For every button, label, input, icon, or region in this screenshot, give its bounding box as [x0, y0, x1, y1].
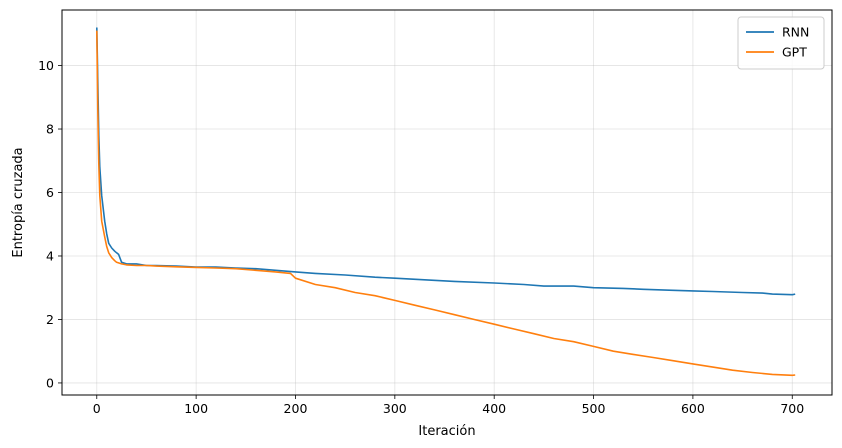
x-tick-label: 100 — [184, 401, 208, 416]
x-tick-label: 700 — [780, 401, 804, 416]
y-tick-label: 6 — [46, 185, 54, 200]
series-line-gpt — [96, 30, 796, 377]
legend-label-rnn: RNN — [782, 25, 809, 40]
x-tick-label: 200 — [284, 401, 308, 416]
x-tick-label: 500 — [582, 401, 606, 416]
axis-ticks: 0 100 200 300 400 500 600 700 0 2 4 6 8 10 — [38, 58, 804, 416]
series-line-rnn — [96, 27, 796, 296]
y-tick-label: 2 — [46, 312, 54, 327]
x-tick-label: 400 — [482, 401, 506, 416]
legend-label-gpt: GPT — [782, 45, 807, 60]
y-tick-label: 0 — [46, 375, 54, 390]
legend-items: RNN GPT — [746, 25, 809, 60]
grid — [62, 10, 832, 395]
legend-box — [737, 16, 825, 70]
plot-frame — [61, 9, 833, 396]
x-tick-label: 300 — [383, 401, 407, 416]
x-tick-label: 600 — [681, 401, 705, 416]
x-axis-label: Iteración — [418, 424, 475, 439]
y-tick-label: 4 — [46, 248, 54, 263]
legend: RNN GPT — [737, 16, 825, 70]
x-tick-label: 0 — [93, 401, 101, 416]
y-axis-label: Entropía cruzada — [11, 147, 26, 257]
series-lines — [96, 27, 796, 377]
y-tick-label: 8 — [46, 122, 54, 137]
y-tick-label: 10 — [38, 58, 54, 73]
